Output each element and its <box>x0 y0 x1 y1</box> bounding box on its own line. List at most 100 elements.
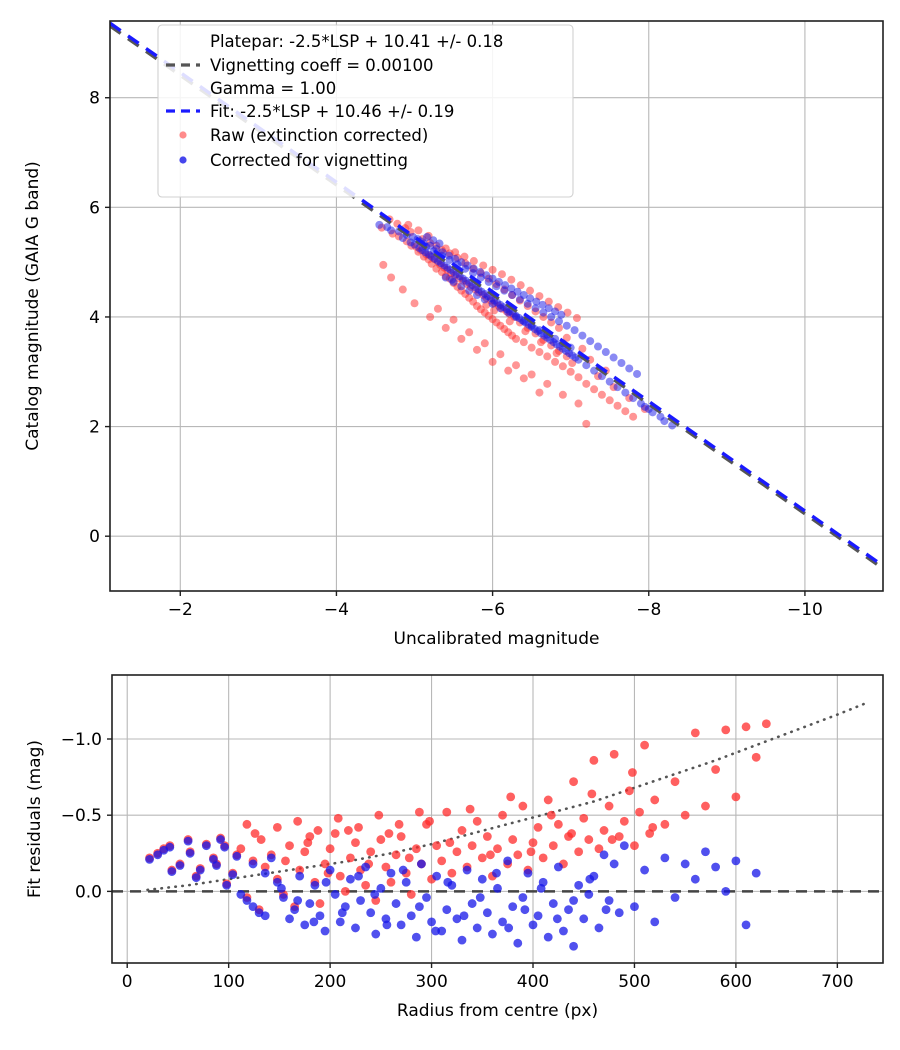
data-point <box>619 816 629 826</box>
x-axis-label: Uncalibrated magnitude <box>394 629 600 649</box>
data-point <box>277 883 286 893</box>
data-point <box>433 304 442 313</box>
data-point <box>398 285 407 294</box>
legend-handle-corrected-marker <box>179 156 187 164</box>
data-point <box>551 334 560 343</box>
data-point <box>404 220 413 229</box>
data-point <box>411 932 421 942</box>
legend-label: Raw (extinction corrected) <box>210 126 428 145</box>
data-point <box>387 273 396 282</box>
data-point <box>391 899 401 908</box>
data-point <box>183 836 193 846</box>
data-point <box>441 323 450 332</box>
data-point <box>574 847 584 857</box>
data-point <box>414 902 424 912</box>
data-point <box>512 361 521 370</box>
data-point <box>508 835 518 844</box>
data-point <box>432 871 442 881</box>
data-point <box>185 848 195 858</box>
data-point <box>543 795 553 805</box>
data-point <box>248 902 258 912</box>
data-point <box>459 911 469 921</box>
data-point <box>551 307 560 316</box>
data-point <box>222 880 232 890</box>
data-point <box>465 286 474 295</box>
data-point <box>614 908 624 918</box>
data-point <box>564 905 573 915</box>
data-point <box>597 390 606 399</box>
data-point <box>394 819 404 829</box>
data-point <box>320 926 330 936</box>
data-point <box>457 258 466 267</box>
data-point <box>295 871 305 881</box>
data-point <box>236 890 246 899</box>
data-point <box>554 323 563 332</box>
data-point <box>228 870 238 880</box>
data-point <box>552 914 562 924</box>
data-point <box>220 842 230 852</box>
data-point <box>398 865 408 875</box>
data-point <box>496 350 505 359</box>
y-tick-label: 6 <box>89 198 100 218</box>
data-point <box>512 312 521 321</box>
data-point <box>325 844 335 854</box>
data-point <box>531 304 540 313</box>
data-point <box>477 874 487 884</box>
x-tick-label: −2 <box>168 600 193 620</box>
data-point <box>552 349 561 358</box>
data-point <box>472 923 482 933</box>
data-point <box>584 890 594 899</box>
data-point <box>650 795 660 805</box>
data-point <box>554 317 563 326</box>
data-point <box>605 396 614 405</box>
data-point <box>300 920 310 930</box>
legend-label: Platepar: -2.5*LSP + 10.41 +/- 0.18 <box>210 32 503 51</box>
data-point <box>569 941 578 951</box>
x-tick-label: 400 <box>517 972 549 992</box>
data-point <box>594 342 603 351</box>
data-point <box>721 886 731 896</box>
data-point <box>475 893 485 902</box>
data-point <box>607 835 617 844</box>
data-point <box>465 328 474 337</box>
data-point <box>191 873 201 883</box>
x-tick-label: 0 <box>122 972 133 992</box>
data-point <box>486 850 495 860</box>
data-point <box>587 789 597 799</box>
x-tick-label: −10 <box>787 600 823 620</box>
data-point <box>548 841 558 851</box>
legend-label: Vignetting coeff = 0.00100 <box>210 56 434 75</box>
data-point <box>547 318 556 327</box>
data-point <box>333 813 343 823</box>
data-point <box>386 877 396 887</box>
data-point <box>195 865 205 875</box>
x-axis-label: Radius from centre (px) <box>397 1001 598 1021</box>
data-point <box>346 874 355 884</box>
data-point <box>505 317 514 326</box>
data-point <box>519 338 528 347</box>
data-point <box>443 877 453 887</box>
data-point <box>527 370 536 379</box>
data-point <box>396 920 406 930</box>
x-tick-label: 100 <box>212 972 244 992</box>
data-point <box>604 801 614 811</box>
data-point <box>533 822 543 832</box>
data-point <box>366 847 376 857</box>
legend-label: Gamma = 1.00 <box>210 79 336 98</box>
data-point <box>320 859 330 869</box>
data-point <box>569 777 578 787</box>
data-point <box>582 419 591 428</box>
data-point <box>488 265 497 274</box>
data-point <box>512 334 521 343</box>
data-point <box>544 297 553 306</box>
data-point <box>504 366 513 375</box>
data-point <box>640 865 649 875</box>
data-point <box>569 896 578 905</box>
data-point <box>406 890 416 899</box>
data-point <box>432 841 442 851</box>
data-point <box>343 826 353 835</box>
data-point <box>609 353 618 362</box>
data-point <box>266 853 276 863</box>
data-point <box>242 896 252 905</box>
